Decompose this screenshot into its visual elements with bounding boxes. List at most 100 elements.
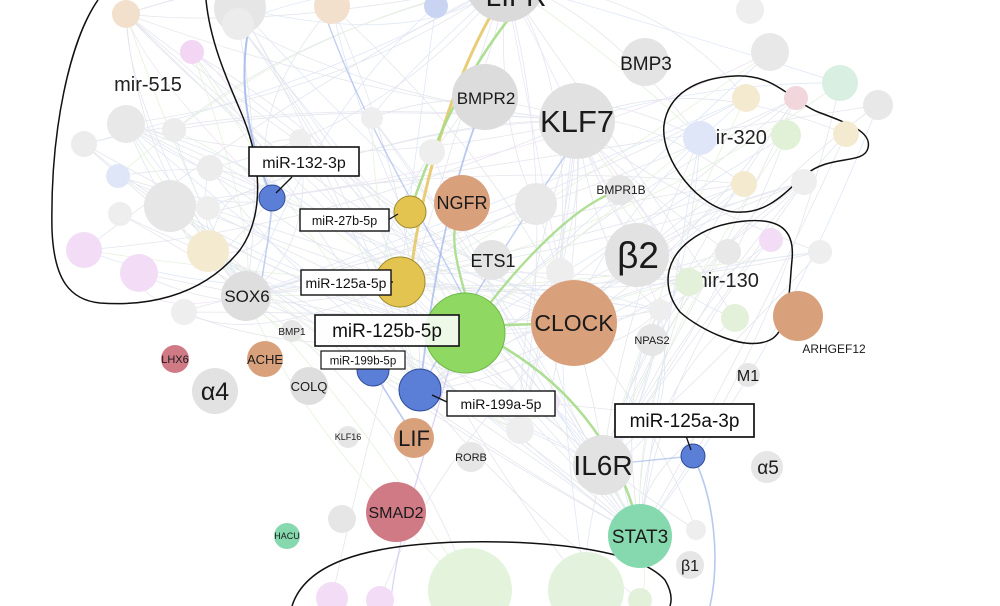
background-edge xyxy=(464,239,772,334)
node-ache xyxy=(247,341,283,377)
node-mir132 xyxy=(258,184,286,212)
background-edge xyxy=(237,0,312,25)
label-lhx6: LHX6 xyxy=(161,354,189,366)
label-npas2: NPAS2 xyxy=(634,335,669,347)
node-arhgef12 xyxy=(773,291,823,341)
background-edge xyxy=(605,0,747,99)
node-ngfr xyxy=(434,175,490,231)
background-node xyxy=(686,520,706,540)
node-mir199a xyxy=(398,368,442,412)
background-edge xyxy=(399,251,821,287)
background-node xyxy=(197,155,223,181)
background-node xyxy=(289,129,311,151)
leader-mir132 xyxy=(275,176,293,194)
node-stat3 xyxy=(608,504,672,568)
background-node xyxy=(112,0,140,28)
callout-mir125a5p: miR-125a-5p xyxy=(300,269,392,296)
label-a4: α4 xyxy=(201,378,229,406)
callout-label-mir125b5p: miR-125b-5p xyxy=(332,321,442,342)
background-node xyxy=(759,228,783,252)
background-edge xyxy=(379,322,575,601)
background-node xyxy=(107,105,145,143)
background-node xyxy=(771,120,801,150)
background-edge xyxy=(566,0,841,84)
background-edge xyxy=(191,51,466,334)
callout-mir132: miR-132-3p xyxy=(248,146,360,177)
background-edge xyxy=(399,5,437,283)
node-mir125a3p xyxy=(680,443,706,469)
background-node xyxy=(784,86,808,110)
label-lif: LIF xyxy=(398,426,430,451)
label-b2: β2 xyxy=(617,235,659,276)
node-a5 xyxy=(751,451,783,483)
background-edge xyxy=(125,13,575,324)
background-node xyxy=(649,299,671,321)
node-sox6 xyxy=(221,271,271,321)
background-node xyxy=(736,0,764,24)
callout-mir125a3p: miR-125a-3p xyxy=(614,403,755,438)
background-node xyxy=(222,8,254,40)
callout-label-mir199a: miR-199a-5p xyxy=(461,396,542,412)
background-node xyxy=(366,586,394,606)
background-node xyxy=(66,232,102,268)
node-il6r xyxy=(573,435,633,495)
label-m1: M1 xyxy=(737,368,759,385)
node-a4 xyxy=(192,368,238,414)
node-hacu xyxy=(274,523,300,549)
background-edge xyxy=(639,239,772,537)
label-a5: α5 xyxy=(757,458,779,479)
leader-mir125a3p xyxy=(685,435,692,451)
background-node xyxy=(108,202,132,226)
background-edge xyxy=(551,0,701,139)
background-edge xyxy=(508,0,561,273)
background-node xyxy=(751,33,789,71)
background-node xyxy=(506,416,534,444)
gene-nodes xyxy=(161,0,823,579)
background-edge xyxy=(239,7,575,324)
background-node xyxy=(731,171,757,197)
background-node xyxy=(515,183,557,225)
background-node xyxy=(732,84,760,112)
callout-label-mir125a5p: miR-125a-5p xyxy=(306,275,387,291)
background-node xyxy=(144,180,196,232)
edge-hub-bottom xyxy=(389,364,451,606)
label-clock: CLOCK xyxy=(534,310,614,336)
background-edge xyxy=(602,137,701,466)
node-rorb xyxy=(456,442,486,472)
edge-mir125a5p-lifr xyxy=(408,0,502,284)
callout-label-mir199b: miR-199b-5p xyxy=(330,356,396,368)
node-clock xyxy=(531,280,617,366)
label-bmp1: BMP1 xyxy=(278,327,306,338)
node-hacu-extra xyxy=(328,505,356,533)
node-mir27b xyxy=(393,195,427,229)
background-edge xyxy=(639,82,841,537)
edge-lifr-hub-blue xyxy=(319,0,466,301)
label-arhgef12: ARHGEF12 xyxy=(802,342,866,356)
background-node xyxy=(546,258,574,286)
label-bmpr1b: BMPR1B xyxy=(596,183,645,197)
background-node xyxy=(361,107,383,129)
background-edge xyxy=(125,0,412,19)
background-nodes xyxy=(66,0,893,606)
node-colq xyxy=(290,367,328,405)
background-node xyxy=(196,196,220,220)
background-edge xyxy=(125,0,480,125)
background-edge xyxy=(83,0,471,251)
background-node xyxy=(715,239,741,265)
background-node xyxy=(424,0,448,18)
node-npas2 xyxy=(636,324,668,356)
label-hacu: HACU xyxy=(274,531,300,541)
background-node xyxy=(628,588,652,606)
background-node xyxy=(106,164,130,188)
label-stat3: STAT3 xyxy=(612,527,668,548)
background-edge xyxy=(173,0,438,131)
edge-hub-stat3 xyxy=(498,343,642,537)
cluster-mir-320-outline xyxy=(663,75,870,213)
background-node xyxy=(791,169,817,195)
node-klf16 xyxy=(337,426,359,448)
callout-label-mir125a3p: miR-125a-3p xyxy=(630,411,740,432)
label-smad2: SMAD2 xyxy=(368,505,423,522)
